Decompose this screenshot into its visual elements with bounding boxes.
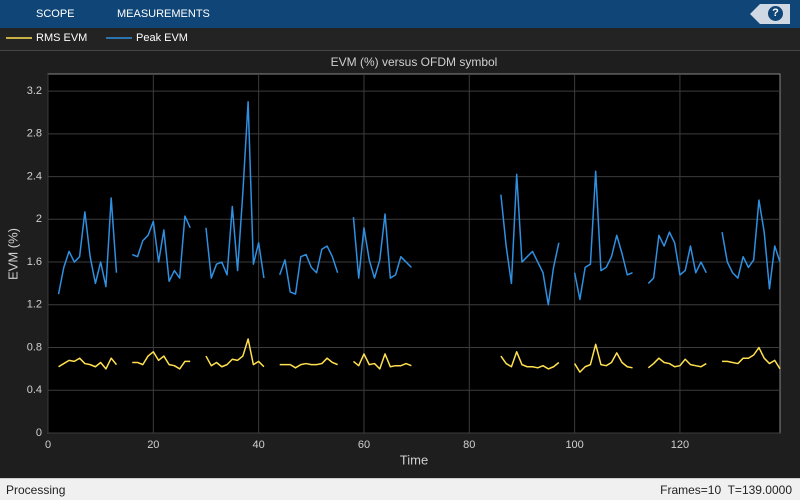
- help-icon[interactable]: ?: [768, 6, 783, 21]
- y-tick-label: 0.4: [27, 384, 42, 396]
- chart: EVM (%) versus OFDM symbol Time EVM (%) …: [5, 55, 781, 467]
- x-tick-label: 100: [565, 439, 583, 451]
- legend-label: RMS EVM: [36, 32, 88, 44]
- y-tick-label: 0.8: [27, 341, 42, 353]
- y-tick-label: 1.6: [27, 256, 42, 268]
- legend: RMS EVM Peak EVM: [0, 28, 800, 51]
- x-tick-label: 80: [463, 439, 475, 451]
- legend-item[interactable]: Peak EVM: [106, 32, 188, 44]
- y-tick-label: 1.2: [27, 299, 42, 311]
- x-tick-label: 0: [45, 439, 51, 451]
- legend-label: Peak EVM: [136, 32, 188, 44]
- toolbar: SCOPE MEASUREMENTS ?: [0, 0, 800, 28]
- x-tick-label: 120: [671, 439, 689, 451]
- legend-swatch: [106, 37, 132, 39]
- y-tick-label: 2.8: [27, 128, 42, 140]
- status-state: Processing: [6, 483, 66, 497]
- x-tick-label: 20: [147, 439, 159, 451]
- x-tick-label: 60: [358, 439, 370, 451]
- help-button[interactable]: ?: [750, 4, 790, 24]
- y-tick-label: 0: [36, 427, 42, 439]
- x-axis-label: Time: [400, 452, 428, 467]
- series-line: [57, 101, 781, 306]
- tab[interactable]: SCOPE: [36, 8, 75, 20]
- x-tick-label: 40: [253, 439, 265, 451]
- y-tick-label: 3.2: [27, 85, 42, 97]
- legend-swatch: [6, 37, 32, 39]
- chart-title: EVM (%) versus OFDM symbol: [331, 55, 498, 69]
- tab[interactable]: MEASUREMENTS: [117, 8, 210, 20]
- y-tick-label: 2: [36, 213, 42, 225]
- legend-item[interactable]: RMS EVM: [6, 32, 87, 44]
- status-bar: Processing Frames=10 T=139.0000: [0, 478, 800, 500]
- status-info: Frames=10 T=139.0000: [660, 483, 792, 497]
- y-axis-label: EVM (%): [5, 228, 20, 280]
- y-tick-label: 2.4: [27, 170, 42, 182]
- series-line: [58, 338, 781, 373]
